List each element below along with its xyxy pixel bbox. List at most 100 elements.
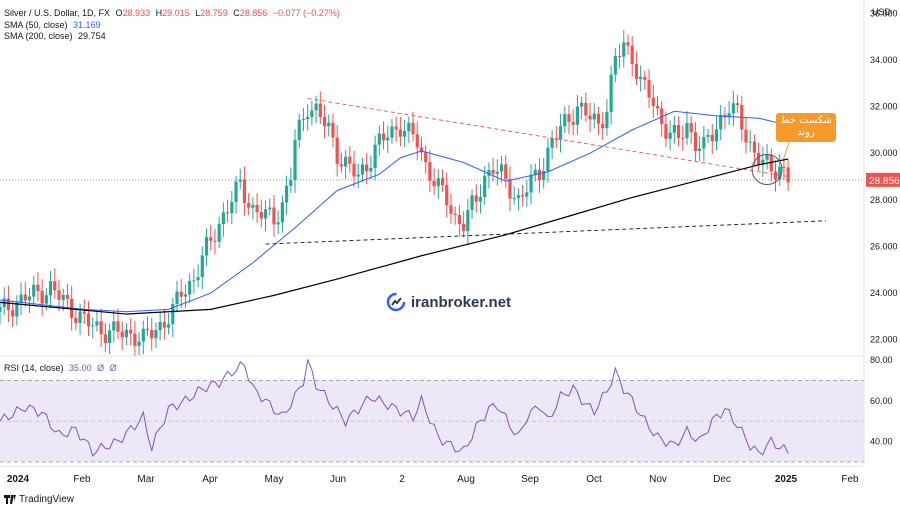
sma50-value: 31.169 <box>73 20 101 30</box>
tradingview-brand[interactable]: TradingView <box>4 494 74 505</box>
candle-body <box>634 64 639 79</box>
candle-body <box>32 284 36 297</box>
candle-body <box>605 111 609 129</box>
candle-body <box>373 144 377 168</box>
candle-body <box>440 178 445 186</box>
candle-body <box>533 169 537 175</box>
candle-body <box>424 152 428 163</box>
candle-body <box>103 334 107 344</box>
time-tick-label: Mar <box>137 474 155 485</box>
rsi-extra-1: Ø <box>97 363 105 373</box>
candle-body <box>470 195 474 210</box>
callout-line-2: روند <box>797 127 815 138</box>
candle-body <box>82 311 86 314</box>
candle-body <box>731 103 735 114</box>
sma200-line <box>0 158 789 315</box>
breakout-callout[interactable]: شکست خط روند <box>776 113 836 142</box>
candle-body <box>537 169 542 181</box>
time-tick-label: Oct <box>586 474 602 485</box>
candle-body <box>129 329 133 334</box>
sma50-line <box>0 110 789 313</box>
high-value: 29.015 <box>162 8 190 18</box>
candle-body <box>327 122 331 127</box>
candle-body <box>748 141 752 143</box>
candle-body <box>554 138 558 140</box>
candle-body <box>322 117 327 127</box>
time-tick-label: 2024 <box>7 474 30 485</box>
sma50-legend[interactable]: SMA (50, close) 31.169 <box>4 20 101 30</box>
sma200-label: SMA (200, close) <box>4 31 73 41</box>
candle-body <box>613 56 617 75</box>
candle-body <box>44 295 48 304</box>
candle-body <box>504 164 508 179</box>
last-price-tag-label: 28.856 <box>869 176 900 187</box>
candle-body <box>449 205 453 214</box>
sma200-legend[interactable]: SMA (200, close) 29.754 <box>4 31 106 41</box>
candle-body <box>474 195 478 202</box>
candle-body <box>221 212 225 225</box>
candle-body <box>36 284 40 291</box>
candle-body <box>99 321 103 335</box>
candle-body <box>116 321 120 332</box>
high-label: H <box>155 8 163 18</box>
price-pane[interactable] <box>0 30 864 357</box>
rsi-pane[interactable] <box>0 358 864 463</box>
candle-body <box>255 204 259 213</box>
sma200-value: 29.754 <box>78 31 106 41</box>
price-tick-label: 32.000 <box>870 102 898 112</box>
candle-body <box>778 166 782 180</box>
candle-body <box>40 290 44 304</box>
candle-body <box>213 240 217 242</box>
candle-body <box>453 213 457 216</box>
candle-body <box>761 159 765 165</box>
candle-body <box>546 147 550 172</box>
candle-body <box>268 207 272 210</box>
candle-body <box>394 126 398 130</box>
candle-body <box>57 290 61 300</box>
close-label: C <box>233 8 240 18</box>
candle-body <box>639 76 643 79</box>
candle-body <box>251 204 255 208</box>
candle-body <box>508 178 512 199</box>
candle-body <box>765 154 769 160</box>
candle-body <box>596 113 601 124</box>
rsi-label: RSI (14, close) <box>4 363 64 373</box>
candle-body <box>331 122 335 138</box>
time-tick-label: Feb <box>841 474 859 485</box>
candle-body <box>782 166 786 168</box>
candle-body <box>428 162 432 181</box>
candle-body <box>672 124 676 133</box>
candle-body <box>230 202 234 214</box>
candle-body <box>145 328 150 330</box>
candle-body <box>457 215 461 224</box>
candle-body <box>407 122 411 132</box>
rsi-legend[interactable]: RSI (14, close) 35.00 Ø Ø <box>4 363 117 373</box>
candle-body <box>757 152 761 165</box>
candle-body <box>150 329 154 339</box>
candle-body <box>714 129 719 142</box>
candle-body <box>664 124 668 139</box>
candle-body <box>643 76 647 81</box>
candle-body <box>719 114 723 130</box>
candle-body <box>15 302 19 317</box>
candle-body <box>61 294 65 300</box>
candle-body <box>651 97 655 106</box>
candle-body <box>124 329 129 338</box>
candle-body <box>141 328 145 342</box>
candle-body <box>272 207 276 225</box>
candle-body <box>344 156 348 167</box>
candle-body <box>19 294 23 303</box>
candle-body <box>293 139 297 181</box>
candle-body <box>702 136 706 149</box>
candle-body <box>377 133 381 145</box>
candle-body <box>192 280 196 282</box>
watermark: iranbroker.net <box>386 292 511 312</box>
candle-body <box>48 281 53 296</box>
candle-body <box>91 325 95 327</box>
candle-body <box>617 56 622 58</box>
candle-body <box>154 330 158 339</box>
candle-body <box>6 298 11 311</box>
candle-body <box>744 129 748 143</box>
watermark-text: iranbroker.net <box>411 293 512 311</box>
